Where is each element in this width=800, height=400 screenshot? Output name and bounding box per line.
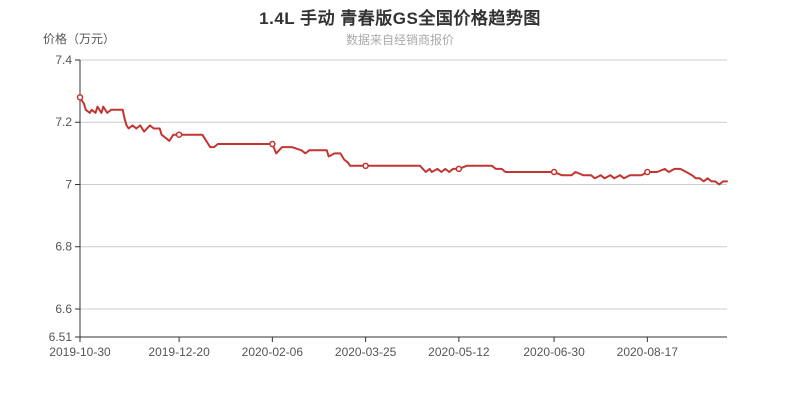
y-axis-tick-label: 6.51 [49, 330, 73, 344]
data-point-marker[interactable] [550, 168, 558, 176]
y-axis-tick-label: 6.8 [55, 240, 72, 254]
x-axis-tick-label: 2019-10-30 [49, 345, 111, 359]
data-point-marker[interactable] [362, 162, 369, 170]
y-axis-tick-label: 7 [65, 177, 72, 191]
data-point-marker[interactable] [269, 140, 276, 148]
y-axis-tick-label: 6.6 [55, 302, 72, 316]
x-axis-tick-label: 2020-06-30 [523, 345, 585, 359]
x-axis-tick-label: 2019-12-20 [148, 345, 210, 359]
data-point-marker[interactable] [175, 131, 183, 138]
data-point-marker[interactable] [76, 94, 84, 101]
y-axis-name: 价格（万元） [43, 32, 116, 46]
y-axis-tick-label: 7.2 [55, 115, 72, 129]
data-point-marker[interactable] [644, 168, 651, 176]
x-axis-tick-label: 2020-02-06 [242, 345, 304, 359]
x-axis-tick-label: 2020-03-25 [335, 345, 397, 359]
x-axis-tick-label: 2020-08-17 [617, 345, 679, 359]
data-point-marker[interactable] [455, 165, 463, 173]
y-axis-tick-label: 7.4 [55, 53, 72, 67]
price-line-series[interactable] [79, 96, 728, 186]
chart-subtitle: 数据来自经销商报价 [345, 33, 454, 47]
x-axis-tick-label: 2020-05-12 [428, 345, 490, 359]
chart-title: 1.4L 手动 青春版GS全国价格趋势图 [259, 9, 541, 28]
